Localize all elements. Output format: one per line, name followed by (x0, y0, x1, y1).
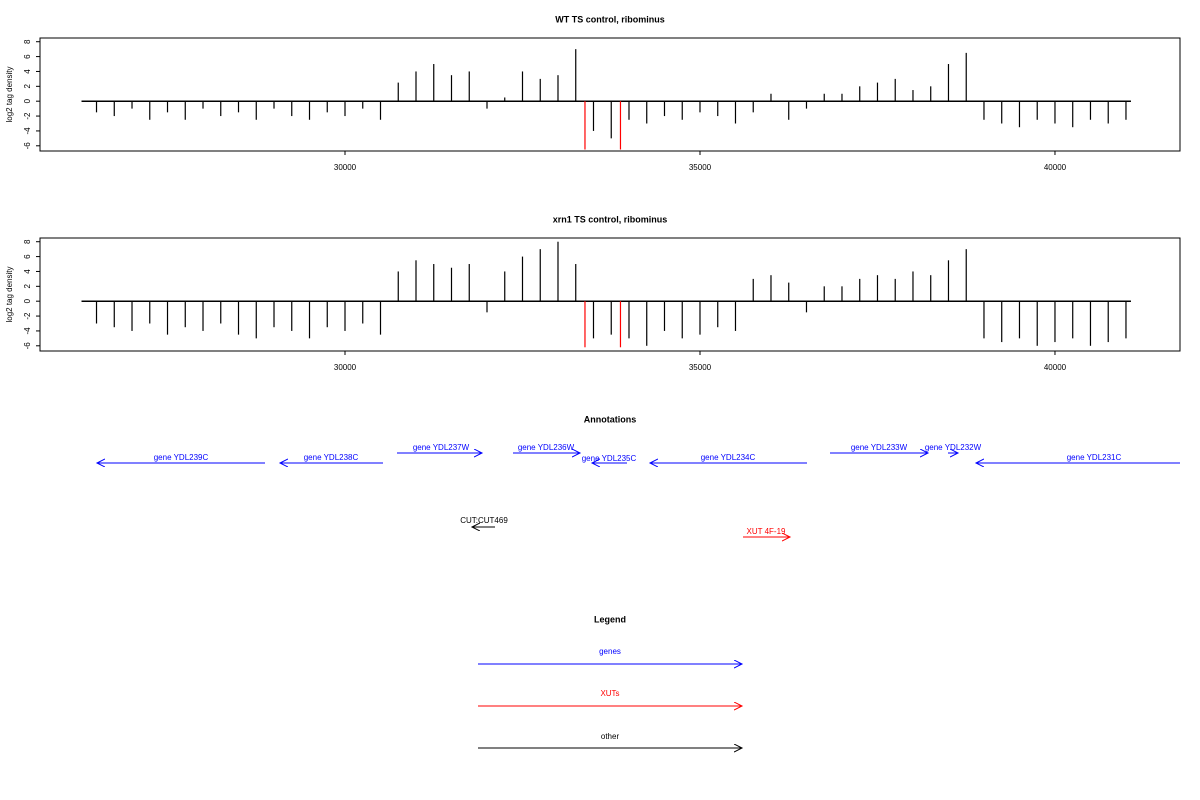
y-tick-label: -2 (23, 112, 32, 120)
legend-label: genes (599, 647, 621, 656)
gene-arrows (97, 453, 1180, 463)
gene-label: gene YDL232W (925, 443, 982, 452)
y-tick-label: 2 (23, 84, 32, 89)
y-axis-label: log2 tag density (5, 66, 14, 122)
x-tick-label: 30000 (334, 363, 357, 372)
panel: WT TS control, ribominus log2 tag density… (5, 14, 1181, 172)
panel: xrn1 TS control, ribominus log2 tag densi… (5, 214, 1181, 372)
x-tick-label: 40000 (1044, 163, 1067, 172)
cut-label: CUT:CUT469 (460, 516, 508, 525)
x-tick-label: 35000 (689, 363, 712, 372)
gene-label: gene YDL236W (518, 443, 575, 452)
y-tick-label: 4 (23, 69, 32, 74)
y-tick-label: 6 (23, 54, 32, 59)
x-tick-label: 40000 (1044, 363, 1067, 372)
chart-title: xrn1 TS control, ribominus (553, 214, 668, 224)
annotations-title: Annotations (584, 414, 637, 424)
gene-label: gene YDL234C (701, 453, 756, 462)
y-tick-label: 6 (23, 254, 32, 259)
legend-title: Legend (594, 614, 626, 624)
legend-label: other (601, 732, 620, 741)
y-tick-label: 0 (23, 298, 32, 303)
y-tick-label: -4 (23, 127, 32, 135)
plot-frame (39, 237, 1181, 352)
legend-label: XUTs (600, 689, 619, 698)
gene-label: gene YDL237W (413, 443, 470, 452)
legend: Legend genes XUTs other (478, 614, 742, 748)
plot-frame (39, 37, 1181, 152)
gene-label: gene YDL239C (154, 453, 209, 462)
x-tick-label: 30000 (334, 163, 357, 172)
y-tick-label: -2 (23, 312, 32, 320)
y-tick-label: 0 (23, 98, 32, 103)
y-tick-label: 8 (23, 39, 32, 44)
gene-label: gene YDL233W (851, 443, 908, 452)
y-tick-label: 2 (23, 284, 32, 289)
xut-label: XUT 4F-19 (747, 527, 787, 536)
y-axis-label: log2 tag density (5, 266, 14, 322)
y-tick-label: 8 (23, 239, 32, 244)
y-tick-label: -6 (23, 342, 32, 350)
y-tick-label: 4 (23, 269, 32, 274)
chart-title: WT TS control, ribominus (555, 14, 665, 24)
gene-label: gene YDL235C (582, 454, 637, 463)
gene-label: gene YDL231C (1067, 453, 1122, 462)
gene-label: gene YDL238C (304, 453, 359, 462)
annotations: Annotations gene YDL239C gene YDL238C ge… (97, 414, 1180, 537)
x-tick-label: 35000 (689, 163, 712, 172)
y-tick-label: -6 (23, 142, 32, 150)
y-tick-label: -4 (23, 327, 32, 335)
